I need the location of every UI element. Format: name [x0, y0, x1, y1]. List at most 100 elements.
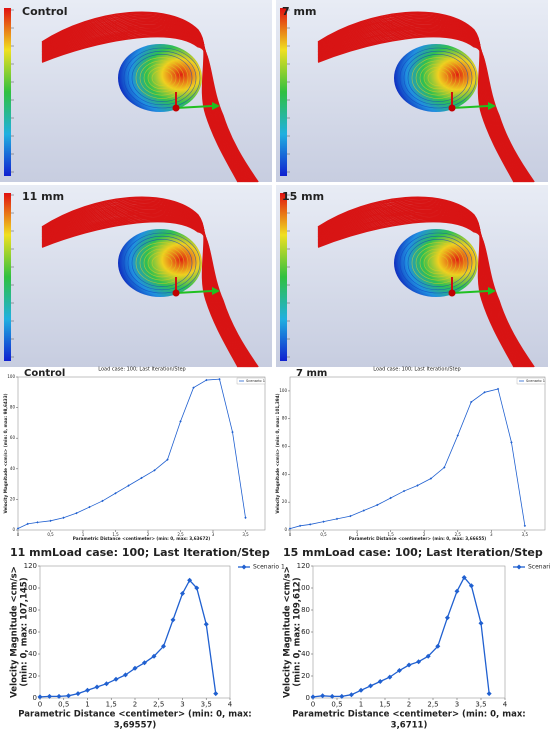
axis-arrow-head: [212, 102, 220, 110]
plot-area: [17, 376, 266, 531]
vortex-line: [127, 235, 197, 291]
vortex-line: [151, 255, 173, 271]
vortex-line: [419, 63, 457, 93]
vortex: [394, 44, 478, 112]
origin: [448, 289, 456, 297]
color-bar: [280, 8, 287, 176]
x-tick-label: 0,5: [47, 532, 54, 537]
x-tick-label: 0,5: [331, 701, 342, 709]
x-axis-label: Parametric Distance <centimeter> (min: 0…: [73, 536, 211, 541]
y-tick-label: 40: [28, 650, 37, 658]
vortex-line: [139, 245, 185, 281]
vortex-line: [127, 50, 197, 106]
x-tick-label: 3: [455, 701, 459, 709]
data-point: [339, 693, 345, 699]
data-point: [192, 386, 195, 389]
flow-panel: 15 mm: [276, 185, 548, 368]
vortex-line: [135, 242, 189, 284]
vortex-line: [427, 255, 449, 271]
vortex-line: [411, 242, 465, 284]
panel-label: Control: [22, 5, 67, 18]
data-point: [298, 524, 302, 528]
y-axis-label: Velocity Magnitude <cm/s> (min: 0, max: …: [3, 393, 8, 513]
x-axis-label: Parametric Distance <centimeter> (min: 0…: [18, 710, 251, 720]
vortex-line: [427, 70, 449, 86]
x-tick-label: 1,5: [112, 532, 119, 537]
data-point: [205, 378, 208, 382]
chart-title: Load case: 100; Last Iteration/Step: [373, 367, 460, 373]
data-point: [123, 672, 128, 678]
data-point: [468, 583, 474, 589]
legend-label: Scenario 1: [528, 564, 550, 571]
data-point: [231, 430, 234, 434]
data-point: [16, 527, 20, 530]
y-tick-label: 100: [24, 584, 37, 592]
y-tick-label: 80: [10, 405, 16, 410]
data-point: [127, 484, 130, 487]
data-point: [88, 505, 91, 509]
vortex-line: [123, 47, 201, 109]
data-point: [486, 691, 492, 697]
vortex-line: [399, 47, 477, 109]
data-point: [416, 484, 419, 487]
x-tick-label: 2,5: [427, 701, 438, 709]
color-bar: [4, 8, 11, 176]
data-point: [322, 520, 325, 523]
x-tick-label: 4: [228, 701, 233, 709]
y-tick-label: 40: [282, 471, 288, 476]
vortex-line: [411, 57, 465, 99]
x-tick-label: 2: [133, 701, 137, 709]
axis-arrow-head: [488, 287, 496, 295]
panel-label: Control: [24, 368, 65, 379]
data-point: [62, 516, 65, 519]
chart-title: Load case: 100; Last Iteration/Step: [52, 546, 270, 559]
data-point: [47, 693, 52, 699]
data-point: [49, 519, 52, 523]
data-point: [132, 665, 138, 671]
data-point: [320, 693, 326, 699]
x-tick-label: 4: [503, 701, 508, 709]
x-tick-label: 1: [82, 532, 85, 537]
data-point: [362, 509, 366, 512]
y-tick-label: 20: [301, 672, 310, 680]
y-tick-label: 40: [301, 650, 310, 658]
x-tick-label: 2: [407, 701, 411, 709]
chart-title: Load case: 100; Last Iteration/Step: [98, 367, 185, 373]
y-tick-label: 60: [282, 444, 288, 449]
data-point: [461, 574, 467, 580]
data-point: [153, 469, 156, 472]
flow-panel: 11 mm: [0, 185, 272, 368]
data-point: [151, 653, 157, 659]
vortex: [118, 44, 202, 112]
x-tick-label: 3,5: [201, 701, 212, 709]
x-tick-label: 1: [359, 701, 363, 709]
data-point: [288, 527, 292, 530]
y-tick-label: 60: [28, 628, 37, 636]
panel-label: 15 mm: [282, 190, 324, 203]
data-point: [376, 503, 379, 507]
x-axis-label: Parametric Distance <centimeter> (min: 0…: [349, 536, 487, 541]
vortex-line: [407, 54, 469, 102]
data-point: [349, 514, 352, 518]
y-tick-label: 20: [10, 496, 16, 501]
y-axis-label: (min: 0, max: 107,145): [20, 577, 30, 686]
stream-tube: [41, 221, 259, 368]
y-tick-label: 0: [284, 527, 287, 532]
x-tick-label: 2,5: [455, 532, 462, 537]
data-point: [140, 476, 143, 480]
vortex-line: [407, 239, 469, 287]
stream-tube: [41, 36, 259, 183]
data-point: [75, 511, 78, 515]
data-point: [194, 585, 200, 591]
data-point: [114, 492, 117, 495]
legend-box: [236, 377, 266, 385]
y-tick-label: 80: [28, 606, 37, 614]
data-point: [469, 400, 473, 404]
vortex-line: [403, 235, 473, 291]
data-point: [101, 499, 104, 503]
data-point: [142, 660, 147, 666]
data-point: [443, 466, 446, 469]
plot-area: [312, 565, 506, 699]
data-point: [510, 441, 513, 444]
y-tick-label: 0: [33, 694, 37, 702]
